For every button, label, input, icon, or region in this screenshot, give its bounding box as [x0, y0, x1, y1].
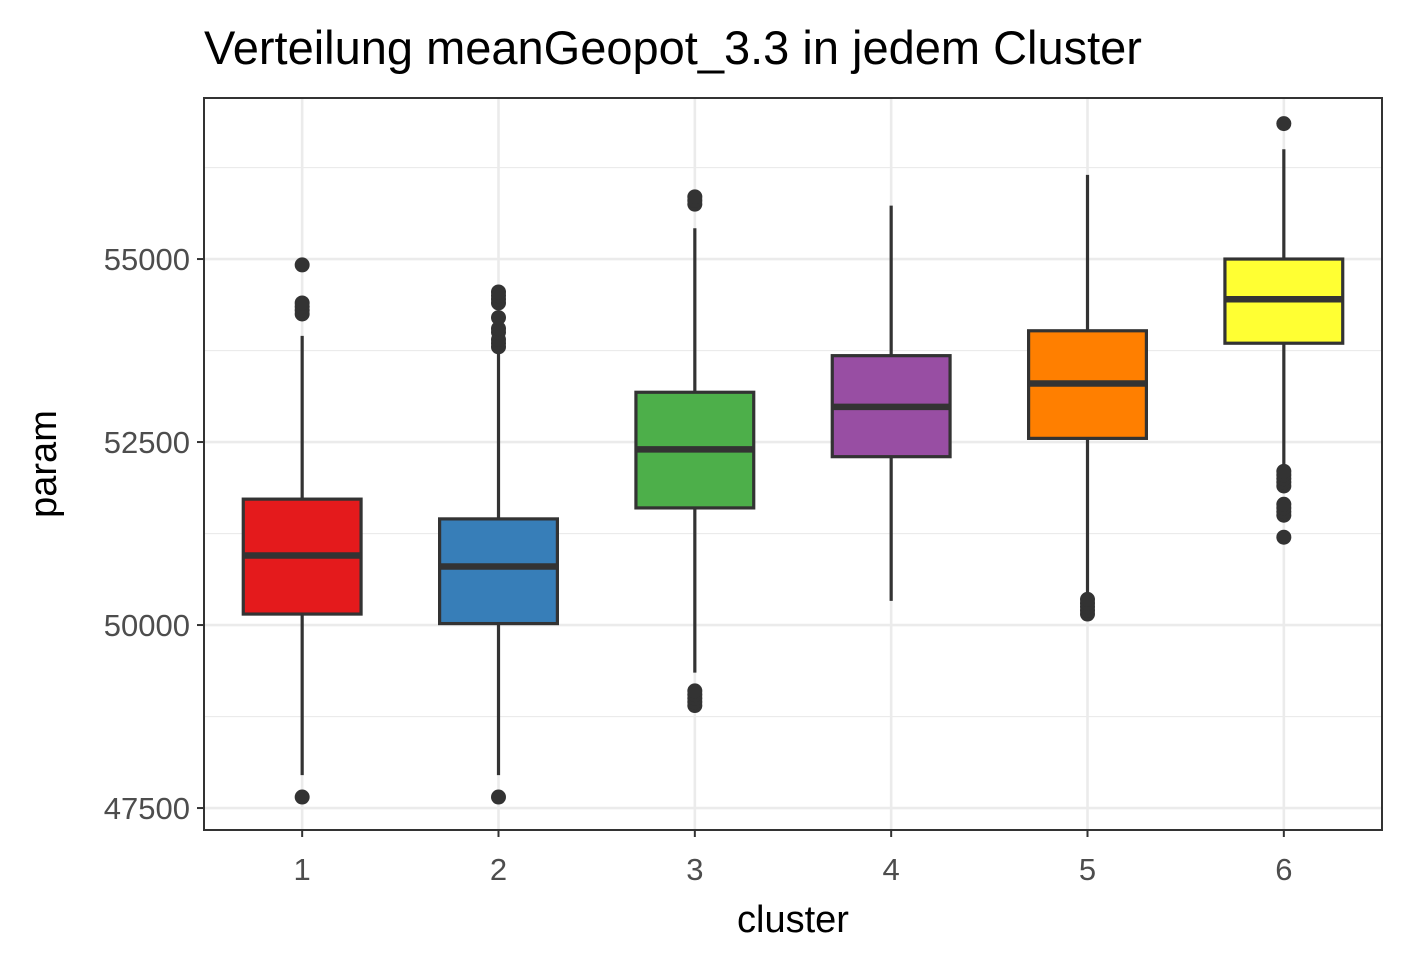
y-axis: 47500 50000 52500 55000: [104, 242, 204, 826]
outlier-point: [294, 257, 310, 273]
x-tick-label: 4: [883, 852, 900, 887]
outlier-point: [491, 789, 506, 805]
boxes: [241, 116, 1345, 805]
y-tick-label: 47500: [104, 791, 190, 826]
box-cluster-1: [241, 257, 363, 805]
box-cluster-4: [830, 205, 952, 601]
outlier-point: [491, 321, 506, 337]
outlier-point: [687, 683, 703, 699]
y-tick-label: 55000: [104, 242, 190, 277]
outlier-point: [1276, 116, 1292, 132]
outlier-point: [491, 310, 506, 326]
x-tick-label: 5: [1079, 852, 1096, 887]
x-tick-label: 3: [686, 852, 703, 887]
y-tick-label: 52500: [104, 425, 190, 460]
outlier-point: [294, 295, 310, 311]
plot-panel-border: [203, 97, 1383, 831]
x-tick-label: 1: [294, 852, 311, 887]
x-axis: 1 2 3 4 5 6: [294, 830, 1292, 887]
y-tick-label: 50000: [104, 608, 190, 643]
x-tick-label: 2: [490, 852, 507, 887]
outlier-point: [1276, 463, 1292, 479]
outlier-point: [1276, 496, 1292, 512]
outlier-point: [1276, 529, 1292, 545]
outlier-point: [1080, 591, 1095, 607]
y-axis-title: param: [23, 410, 65, 518]
box-iqr: [438, 517, 560, 626]
box-cluster-2: [438, 284, 560, 805]
box-cluster-6: [1223, 116, 1345, 545]
plot-panel-background: [204, 98, 1382, 830]
chart-title: Verteilung meanGeopot_3.3 in jedem Clust…: [204, 21, 1142, 74]
x-axis-title: cluster: [737, 899, 849, 941]
x-tick-label: 6: [1275, 852, 1292, 887]
outlier-point: [491, 284, 506, 300]
outlier-point: [294, 789, 310, 805]
box-cluster-3: [634, 189, 756, 714]
outlier-point: [687, 189, 703, 205]
box-cluster-5: [1026, 174, 1148, 622]
